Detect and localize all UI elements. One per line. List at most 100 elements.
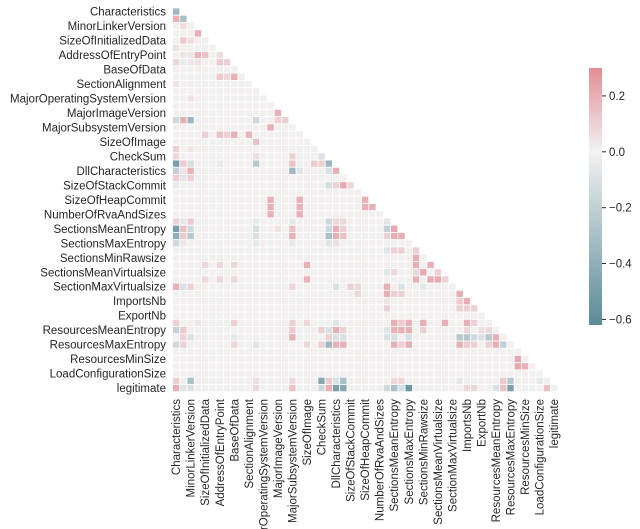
- heatmap-cell: [244, 166, 253, 175]
- heatmap-cell: [259, 384, 268, 393]
- heatmap-cell: [179, 181, 188, 190]
- heatmap-cell: [412, 376, 421, 385]
- heatmap-cell: [222, 174, 232, 183]
- heatmap-cell: [397, 333, 406, 342]
- heatmap-cell: [237, 181, 246, 190]
- heatmap-cell: [375, 362, 384, 371]
- heatmap-cell: [426, 311, 435, 320]
- heatmap-cell: [433, 355, 442, 364]
- heatmap-cell: [390, 224, 399, 233]
- heatmap-cell: [244, 188, 253, 197]
- heatmap-cell: [288, 159, 297, 168]
- heatmap-cell: [281, 333, 290, 342]
- heatmap-cell: [382, 326, 391, 335]
- heatmap-cell: [339, 340, 348, 349]
- x-tick-label: SizeOfImage: [302, 399, 314, 465]
- heatmap-cell: [244, 145, 253, 154]
- heatmap-cell: [237, 297, 246, 306]
- heatmap-cell: [426, 355, 435, 364]
- heatmap-cell: [186, 289, 195, 298]
- heatmap-cell: [419, 275, 428, 284]
- heatmap-cell: [339, 246, 348, 255]
- heatmap-cell: [252, 376, 261, 385]
- x-tick-label: ResourcesMinSize: [520, 399, 532, 495]
- heatmap-cell: [426, 297, 435, 306]
- heatmap-cell: [208, 318, 217, 327]
- heatmap-cell: [244, 246, 253, 255]
- heatmap-cell: [404, 239, 413, 248]
- heatmap-cell: [361, 318, 370, 327]
- heatmap-cell: [491, 362, 501, 371]
- y-tick-label: AddressOfEntryPoint: [59, 50, 167, 62]
- heatmap-cell: [382, 384, 391, 393]
- heatmap-cell: [346, 195, 355, 204]
- heatmap-cell: [317, 376, 326, 385]
- heatmap-cell: [324, 282, 333, 291]
- heatmap-cell: [252, 268, 261, 277]
- heatmap-cell: [404, 326, 413, 335]
- y-tick-label: MajorSubsystemVersion: [42, 123, 166, 135]
- heatmap-cell: [273, 376, 282, 385]
- heatmap-cell: [222, 166, 232, 175]
- heatmap-cell: [281, 369, 290, 378]
- heatmap-cell: [288, 253, 297, 262]
- heatmap-cell: [295, 304, 304, 313]
- heatmap-cell: [302, 253, 312, 262]
- heatmap-cell: [266, 376, 275, 385]
- heatmap-cell: [259, 282, 268, 291]
- heatmap-cell: [353, 347, 362, 356]
- heatmap-cell: [412, 268, 421, 277]
- heatmap-cell: [237, 318, 246, 327]
- heatmap-cell: [455, 376, 464, 385]
- heatmap-cell: [310, 326, 319, 335]
- y-tick-labels: Characteristics MinorLinkerVersion SizeOfI…: [10, 7, 167, 396]
- heatmap-cell: [215, 87, 224, 96]
- heatmap-cell: [179, 232, 188, 241]
- heatmap-cell: [179, 203, 188, 212]
- heatmap-cell: [426, 304, 435, 313]
- heatmap-cell: [397, 289, 406, 298]
- heatmap-cell: [208, 326, 217, 335]
- heatmap-cell: [281, 297, 290, 306]
- heatmap-cell: [193, 123, 202, 132]
- heatmap-cell: [252, 333, 261, 342]
- heatmap-cell: [448, 304, 457, 313]
- heatmap-cell: [324, 246, 333, 255]
- heatmap-cell: [215, 137, 224, 146]
- heatmap-cell: [368, 239, 377, 248]
- heatmap-cell: [368, 297, 377, 306]
- heatmap-cell: [208, 43, 217, 52]
- heatmap-cell: [201, 239, 210, 248]
- heatmap-cell: [237, 123, 246, 132]
- x-tick-label: SectionsMaxEntropy: [404, 399, 416, 505]
- heatmap-cell: [477, 347, 486, 356]
- heatmap-cell: [324, 326, 333, 335]
- heatmap-cell: [310, 333, 319, 342]
- heatmap-cell: [317, 210, 326, 219]
- heatmap-cell: [448, 355, 457, 364]
- heatmap-cell: [237, 333, 246, 342]
- heatmap-cell: [332, 232, 341, 241]
- heatmap-cell: [339, 210, 348, 219]
- heatmap-cell: [506, 347, 515, 356]
- heatmap-cell: [215, 376, 224, 385]
- heatmap-cell: [324, 217, 333, 226]
- heatmap-cell: [302, 137, 312, 146]
- heatmap-cell: [172, 159, 181, 168]
- heatmap-cell: [441, 362, 450, 371]
- heatmap-cell: [172, 123, 181, 132]
- heatmap-cell: [412, 275, 421, 284]
- heatmap-cell: [222, 239, 232, 248]
- heatmap-cell: [230, 181, 239, 190]
- heatmap-cell: [426, 369, 435, 378]
- heatmap-cell: [237, 145, 246, 154]
- heatmap-cell: [499, 355, 508, 364]
- heatmap-cell: [179, 260, 188, 270]
- heatmap-cell: [317, 355, 326, 364]
- heatmap-cell: [179, 246, 188, 255]
- heatmap-cell: [230, 246, 239, 255]
- heatmap-cell: [448, 289, 457, 298]
- heatmap-cell: [332, 203, 341, 212]
- heatmap-cell: [244, 181, 253, 190]
- heatmap-cell: [448, 326, 457, 335]
